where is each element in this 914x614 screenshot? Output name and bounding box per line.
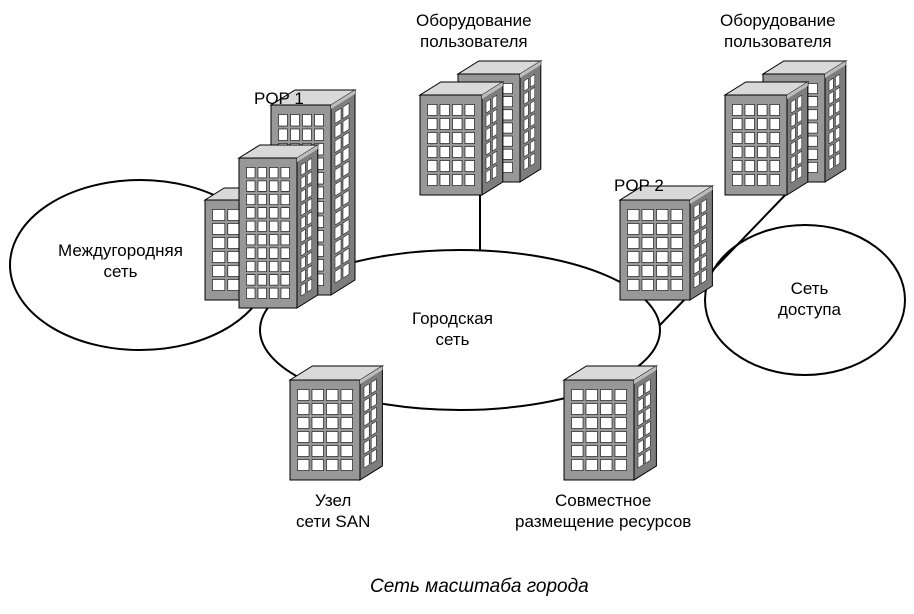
- label-pop2: POP 2: [614, 175, 664, 196]
- caption: Сеть масштаба города: [370, 575, 589, 599]
- label-access: Сеть доступа: [778, 278, 841, 321]
- label-user1: Оборудование пользователя: [416, 10, 532, 53]
- label-longdist: Междугородняя сеть: [58, 240, 183, 283]
- label-user2: Оборудование пользователя: [720, 10, 836, 53]
- label-san: Узел сети SAN: [296, 490, 370, 533]
- label-city: Городская сеть: [412, 308, 493, 351]
- building-coloc: [564, 366, 656, 480]
- building-san: [290, 366, 382, 480]
- building-pop2: [620, 186, 712, 300]
- label-coloc: Совместное размещение ресурсов: [515, 490, 691, 533]
- label-pop1: POP 1: [254, 88, 304, 109]
- building-user2: [725, 61, 846, 195]
- diagram-canvas: [0, 0, 914, 614]
- building-user1: [420, 61, 541, 195]
- building-pop1: [205, 90, 355, 308]
